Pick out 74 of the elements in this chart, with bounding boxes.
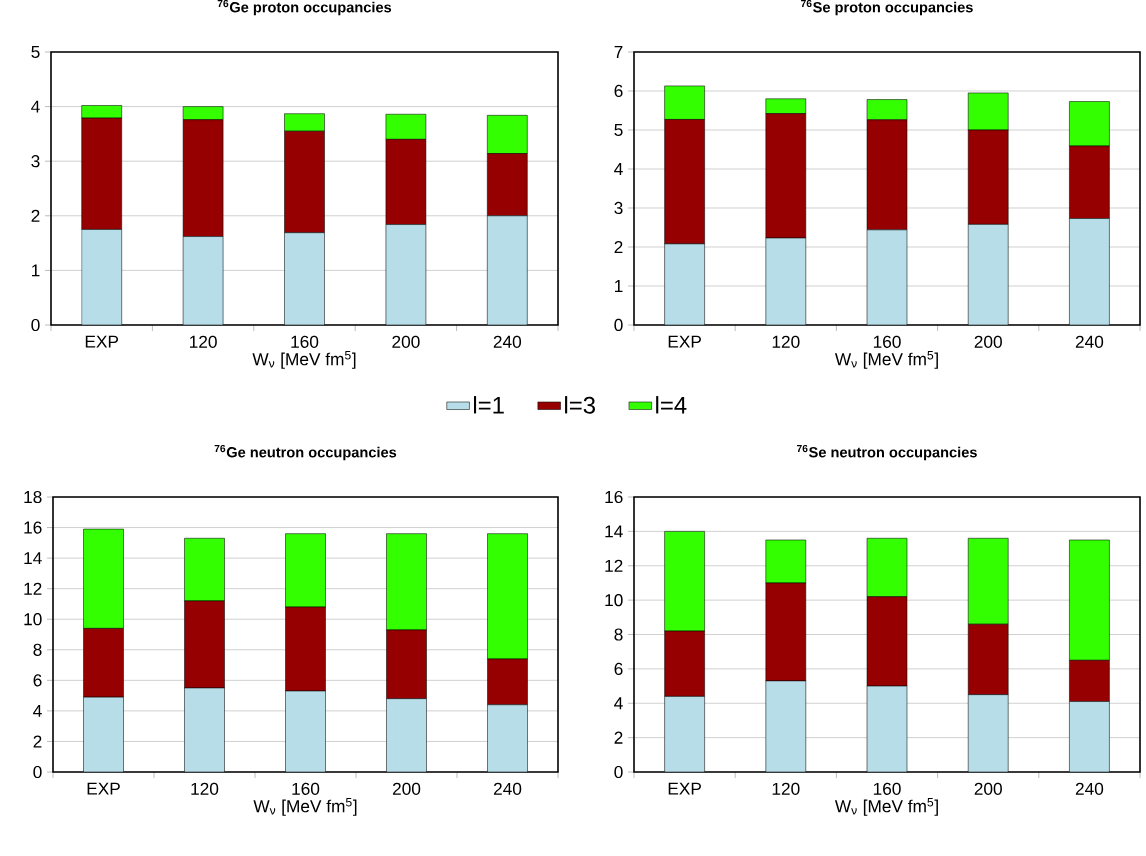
bar	[184, 687, 225, 772]
x-tick-label: 160	[873, 335, 901, 348]
y-tick-label: 10	[605, 594, 623, 607]
y-tick-label: 0	[33, 765, 42, 779]
y-tick-label: 14	[24, 552, 42, 565]
x-tick-label: EXP	[668, 782, 701, 795]
x-axis-title: W$_{ν}$ [MeV fm$^{5}$]	[834, 798, 938, 816]
x-axis-title: W$_{ν}$ [MeV fm$^{5}$]	[253, 798, 357, 816]
y-tick-label: 0	[614, 765, 623, 779]
x-tick-label: 200	[974, 782, 1002, 795]
y-tick-label: 10	[24, 613, 42, 626]
y-tick-label: 12	[605, 559, 623, 572]
bar	[285, 690, 326, 772]
y-tick-label: 6	[614, 662, 623, 675]
y-tick-label: 4	[614, 163, 623, 175]
y-tick-label: 12	[24, 582, 42, 595]
x-tick-label: 200	[392, 335, 420, 348]
y-tick-label: 18	[24, 490, 42, 504]
y-tick-label: 6	[614, 84, 623, 98]
y-tick-label: 16	[605, 490, 623, 504]
bar	[866, 685, 908, 772]
bar	[83, 696, 124, 772]
y-tick-label: 2	[33, 735, 42, 748]
x-tick-label: 120	[772, 782, 800, 795]
x-tick-label: EXP	[85, 335, 119, 348]
y-tick-label: 0	[614, 318, 623, 332]
y-tick-label: 4	[33, 704, 42, 717]
legend-label: l=3	[565, 396, 595, 414]
y-tick-label: 0	[31, 318, 40, 332]
y-tick-label: 2	[31, 209, 40, 222]
x-tick-label: EXP	[87, 782, 120, 795]
x-tick-label: 240	[1075, 335, 1104, 348]
y-tick-label: 2	[614, 240, 623, 254]
y-tick-label: 8	[33, 643, 42, 656]
y-tick-label: 8	[614, 628, 623, 641]
x-tick-label: 160	[292, 782, 320, 795]
x-tick-label: EXP	[668, 335, 701, 348]
x-tick-label: 160	[291, 335, 319, 348]
x-tick-label: 240	[1075, 782, 1104, 795]
y-tick-label: 3	[31, 155, 40, 168]
chart-title: $^{76}$Ge proton occupancies	[217, 0, 392, 16]
y-tick-label: 5	[614, 123, 623, 137]
x-tick-label: 120	[772, 335, 800, 348]
x-tick-label: 240	[493, 335, 522, 348]
y-tick-label: 1	[615, 280, 623, 292]
y-tick-label: 4	[614, 697, 623, 710]
y-tick-label: 1	[32, 264, 40, 277]
x-tick-label: 120	[190, 335, 217, 348]
legend-label: l=4	[656, 396, 687, 414]
y-tick-label: 16	[24, 521, 42, 534]
bar	[386, 698, 427, 772]
x-axis-title: W$_{ν}$ [MeV fm$^{5}$]	[252, 351, 356, 369]
x-tick-label: 160	[873, 782, 901, 795]
bar	[765, 680, 807, 772]
y-tick-label: 4	[31, 100, 40, 113]
bar	[967, 694, 1009, 772]
y-tick-label: 5	[31, 45, 40, 59]
chart-title: $^{76}$Se proton occupancies	[801, 0, 973, 16]
y-tick-label: 6	[33, 674, 42, 687]
x-tick-label: 240	[493, 782, 522, 795]
legend-label: l=1	[473, 396, 504, 414]
y-tick-label: 14	[605, 525, 623, 538]
y-tick-label: 7	[614, 46, 623, 58]
x-axis-title: W$_{ν}$ [MeV fm$^{5}$]	[834, 351, 938, 369]
chart-title: $^{76}$Se neutron occupancies	[796, 444, 977, 461]
bar	[1069, 701, 1110, 772]
bar	[487, 704, 528, 772]
y-tick-label: 3	[614, 201, 623, 215]
y-tick-label: 2	[614, 731, 623, 744]
x-tick-label: 200	[392, 782, 421, 795]
x-tick-label: 200	[974, 335, 1002, 348]
chart-title: $^{76}$Ge neutron occupancies	[214, 444, 397, 461]
bar	[664, 696, 705, 772]
x-tick-label: 120	[191, 782, 219, 795]
